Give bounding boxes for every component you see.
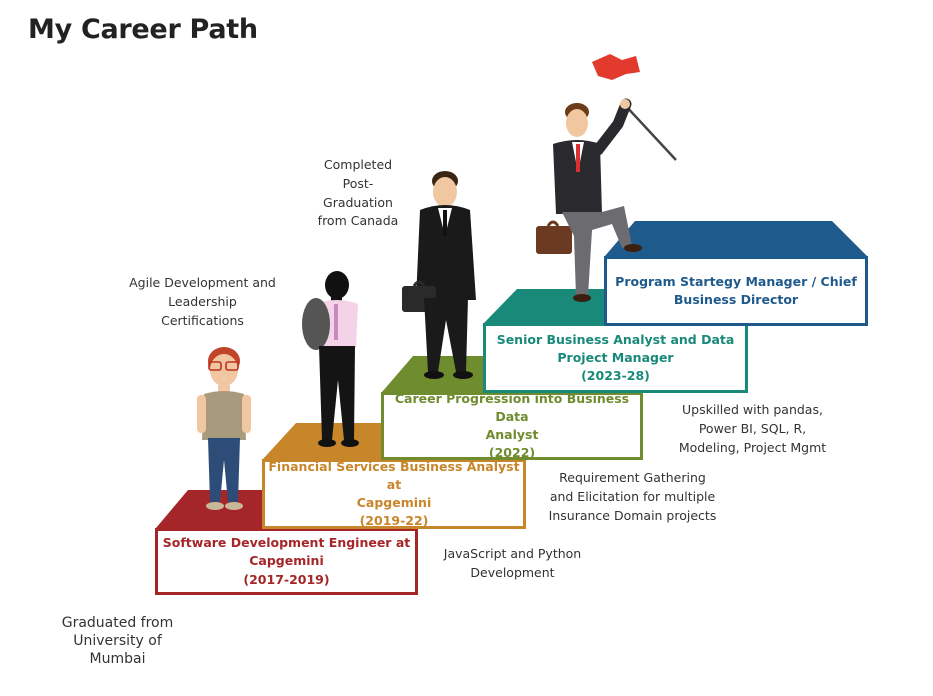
annotation-line: Modeling, Project Mgmt <box>678 439 827 455</box>
step-title-line: Career Progression into Business Data <box>394 390 630 424</box>
annotation-line: Development <box>470 564 555 580</box>
step-software-engineer: Software Development Engineer at Capgemi… <box>155 528 418 595</box>
annotation-line: Certifications <box>161 312 244 328</box>
step-title-line: Capgemini <box>356 495 432 510</box>
flag-icon <box>592 54 677 161</box>
annotation-line: Post- <box>342 175 374 191</box>
annotation-javascript-python: JavaScript and Python Development <box>425 545 600 583</box>
annotation-line: Power BI, SQL, R, <box>698 420 807 436</box>
developer-figure-icon <box>197 347 251 510</box>
step-title-line: Senior Business Analyst and Data <box>496 331 735 347</box>
annotation-line: from Canada <box>317 213 399 229</box>
annotation-line: Graduated from <box>61 615 174 631</box>
annotation-line: Insurance Domain projects <box>548 507 717 523</box>
step-period: (2022) <box>488 445 536 461</box>
step-program-strategy-manager: Program Startegy Manager / Chief Busines… <box>604 256 868 326</box>
business-analyst-figure-icon <box>402 171 476 379</box>
annotation-line: JavaScript and Python <box>443 546 582 561</box>
annotation-requirement-gathering: Requirement Gathering and Elicitation fo… <box>535 469 730 525</box>
annotation-line: Mumbai <box>89 651 146 668</box>
annotation-line: Leadership <box>168 293 237 309</box>
annotation-line: Upskilled with pandas, <box>682 402 823 417</box>
step-title-line: Software Development Engineer at <box>162 535 411 551</box>
annotation-line: Requirement Gathering <box>559 470 706 485</box>
page-title: My Career Path <box>28 14 258 45</box>
step-period: (2019-22) <box>359 513 429 529</box>
annotation-line: Completed <box>323 157 393 172</box>
analyst-silhouette-icon <box>302 271 359 447</box>
step-period: (2017-2019) <box>243 571 330 587</box>
annotation-line: Agile Development and <box>129 275 276 290</box>
annotation-agile-certifications: Agile Development and Leadership Certifi… <box>110 274 295 330</box>
step-business-data-analyst: Career Progression into Business Data An… <box>381 390 643 461</box>
step-title-line: Capgemini <box>249 553 324 569</box>
step-title-line: Analyst <box>485 427 539 442</box>
step-title-line: Business Director <box>673 292 799 307</box>
step-financial-analyst: Financial Services Business Analyst at C… <box>262 459 526 529</box>
step-senior-analyst: Senior Business Analyst and Data Project… <box>483 323 748 393</box>
annotation-graduated: Graduated from University of Mumbai <box>40 614 195 669</box>
annotation-line: Graduation <box>323 194 393 210</box>
step-title-line: Financial Services Business Analyst at <box>268 458 520 492</box>
step-period: (2023-28) <box>581 368 650 384</box>
step-title-line: Project Manager <box>557 349 674 365</box>
step-title-line: Program Startegy Manager / Chief <box>615 273 857 289</box>
annotation-upskilled: Upskilled with pandas, Power BI, SQL, R,… <box>665 401 840 457</box>
annotation-line: University of <box>73 633 162 650</box>
annotation-line: and Elicitation for multiple <box>549 488 716 504</box>
step-5-top <box>605 221 867 256</box>
annotation-post-graduation: Completed Post- Graduation from Canada <box>298 156 418 231</box>
director-climbing-figure-icon <box>536 98 642 302</box>
